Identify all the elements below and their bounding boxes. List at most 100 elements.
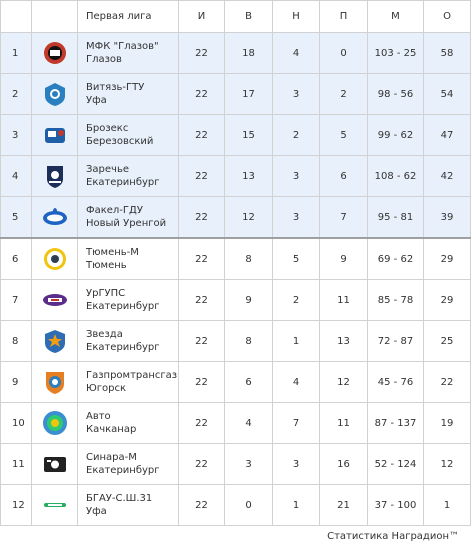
team-name[interactable]: Авто bbox=[86, 411, 111, 422]
position-cell: 1 bbox=[0, 32, 32, 74]
points-cell: 12 bbox=[423, 443, 471, 485]
table-row[interactable]: 10 Авто Качканар 22 4 7 11 87 - 137 19 bbox=[0, 402, 471, 444]
draws-cell: 4 bbox=[272, 32, 320, 74]
col-points[interactable]: О bbox=[423, 0, 471, 33]
position-cell: 10 bbox=[0, 402, 32, 444]
table-row[interactable]: 7 УрГУПС Екатеринбург 22 9 2 11 85 - 78 … bbox=[0, 279, 471, 321]
team-cell[interactable]: Факел-ГДУ Новый Уренгой bbox=[77, 196, 179, 239]
table-row[interactable]: 4 Заречье Екатеринбург 22 13 3 6 108 - 6… bbox=[0, 155, 471, 197]
team-name[interactable]: Газпромтрансгаз bbox=[86, 370, 178, 381]
logo-cell bbox=[31, 279, 78, 321]
team-name[interactable]: Витязь-ГТУ bbox=[86, 82, 145, 93]
logo-cell bbox=[31, 237, 78, 280]
team-cell[interactable]: МФК "Глазов" Глазов bbox=[77, 32, 179, 74]
draws-cell: 1 bbox=[272, 484, 320, 526]
draws-cell: 4 bbox=[272, 361, 320, 403]
draws-cell: 5 bbox=[272, 237, 320, 280]
goals-cell: 95 - 81 bbox=[367, 196, 424, 239]
team-cell[interactable]: Газпромтрансгаз Югорск bbox=[77, 361, 179, 403]
wins-cell: 18 bbox=[224, 32, 273, 74]
team-cell[interactable]: Авто Качканар bbox=[77, 402, 179, 444]
glazov-logo-icon bbox=[43, 42, 66, 64]
stats-footer[interactable]: Статистика Наградион™ bbox=[327, 531, 459, 542]
draws-cell: 3 bbox=[272, 443, 320, 485]
team-city: Екатеринбург bbox=[86, 342, 160, 353]
table-row[interactable]: 9 Газпромтрансгаз Югорск 22 6 4 12 45 - … bbox=[0, 361, 471, 403]
points-cell: 29 bbox=[423, 237, 471, 280]
team-cell[interactable]: Витязь-ГТУ Уфа bbox=[77, 73, 179, 115]
col-draws[interactable]: Н bbox=[272, 0, 320, 33]
table-row[interactable]: 1 МФК "Глазов" Глазов 22 18 4 0 103 - 25… bbox=[0, 32, 471, 74]
team-cell[interactable]: Синара-М Екатеринбург bbox=[77, 443, 179, 485]
standings-table: Первая лига И В Н П М О 1 МФК "Глазов" Г… bbox=[0, 0, 471, 526]
table-row[interactable]: 5 Факел-ГДУ Новый Уренгой 22 12 3 7 95 -… bbox=[0, 196, 471, 239]
team-cell[interactable]: Заречье Екатеринбург bbox=[77, 155, 179, 197]
logo-cell bbox=[31, 361, 78, 403]
team-name[interactable]: БГАУ-С.Ш.31 bbox=[86, 493, 153, 504]
team-name[interactable]: Заречье bbox=[86, 164, 129, 175]
games-cell: 22 bbox=[178, 155, 225, 197]
col-goals[interactable]: М bbox=[367, 0, 424, 33]
col-wins[interactable]: В bbox=[224, 0, 273, 33]
goals-cell: 69 - 62 bbox=[367, 237, 424, 280]
gazprom-yugorsk-logo-icon bbox=[45, 372, 64, 394]
games-cell: 22 bbox=[178, 484, 225, 526]
team-name[interactable]: УрГУПС bbox=[86, 288, 126, 299]
draws-cell: 3 bbox=[272, 73, 320, 115]
col-losses[interactable]: П bbox=[319, 0, 368, 33]
points-cell: 54 bbox=[423, 73, 471, 115]
team-cell[interactable]: Звезда Екатеринбург bbox=[77, 320, 179, 362]
table-row[interactable]: 8 Звезда Екатеринбург 22 8 1 13 72 - 87 … bbox=[0, 320, 471, 362]
team-name[interactable]: МФК "Глазов" bbox=[86, 41, 159, 52]
losses-cell: 0 bbox=[319, 32, 368, 74]
wins-cell: 3 bbox=[224, 443, 273, 485]
goals-cell: 99 - 62 bbox=[367, 114, 424, 156]
games-cell: 22 bbox=[178, 443, 225, 485]
sinara-logo-icon bbox=[43, 457, 66, 472]
position-cell: 9 bbox=[0, 361, 32, 403]
team-city: Екатеринбург bbox=[86, 301, 160, 312]
points-cell: 1 bbox=[423, 484, 471, 526]
vityaz-logo-icon bbox=[44, 83, 65, 106]
team-city: Березовский bbox=[86, 136, 154, 147]
team-name[interactable]: Тюмень-М bbox=[86, 247, 139, 258]
col-logo bbox=[31, 0, 78, 33]
team-name[interactable]: Брозекс bbox=[86, 123, 129, 134]
logo-cell bbox=[31, 114, 78, 156]
wins-cell: 17 bbox=[224, 73, 273, 115]
goals-cell: 103 - 25 bbox=[367, 32, 424, 74]
goals-cell: 85 - 78 bbox=[367, 279, 424, 321]
team-cell[interactable]: Тюмень-М Тюмень bbox=[77, 237, 179, 280]
logo-cell bbox=[31, 402, 78, 444]
col-team[interactable]: Первая лига bbox=[77, 0, 179, 33]
points-cell: 29 bbox=[423, 279, 471, 321]
position-cell: 3 bbox=[0, 114, 32, 156]
losses-cell: 12 bbox=[319, 361, 368, 403]
table-row[interactable]: 6 Тюмень-М Тюмень 22 8 5 9 69 - 62 29 bbox=[0, 237, 471, 280]
goals-cell: 87 - 137 bbox=[367, 402, 424, 444]
team-cell[interactable]: БГАУ-С.Ш.31 Уфа bbox=[77, 484, 179, 526]
col-games[interactable]: И bbox=[178, 0, 225, 33]
team-name[interactable]: Синара-М bbox=[86, 452, 137, 463]
points-cell: 25 bbox=[423, 320, 471, 362]
team-cell[interactable]: УрГУПС Екатеринбург bbox=[77, 279, 179, 321]
wins-cell: 4 bbox=[224, 402, 273, 444]
losses-cell: 2 bbox=[319, 73, 368, 115]
team-name[interactable]: Звезда bbox=[86, 329, 123, 340]
points-cell: 22 bbox=[423, 361, 471, 403]
table-row[interactable]: 3 Брозекс Березовский 22 15 2 5 99 - 62 … bbox=[0, 114, 471, 156]
table-body: 1 МФК "Глазов" Глазов 22 18 4 0 103 - 25… bbox=[0, 32, 471, 526]
position-cell: 6 bbox=[0, 237, 32, 280]
games-cell: 22 bbox=[178, 279, 225, 321]
table-row[interactable]: 11 Синара-М Екатеринбург 22 3 3 16 52 - … bbox=[0, 443, 471, 485]
goals-cell: 108 - 62 bbox=[367, 155, 424, 197]
zvezda-logo-icon bbox=[44, 330, 65, 353]
team-name[interactable]: Факел-ГДУ bbox=[86, 205, 143, 216]
wins-cell: 9 bbox=[224, 279, 273, 321]
team-cell[interactable]: Брозекс Березовский bbox=[77, 114, 179, 156]
table-row[interactable]: 12 БГАУ-С.Ш.31 Уфа 22 0 1 21 37 - 100 1 bbox=[0, 484, 471, 526]
urgups-logo-icon bbox=[42, 294, 67, 306]
games-cell: 22 bbox=[178, 73, 225, 115]
team-city: Екатеринбург bbox=[86, 177, 160, 188]
table-row[interactable]: 2 Витязь-ГТУ Уфа 22 17 3 2 98 - 56 54 bbox=[0, 73, 471, 115]
